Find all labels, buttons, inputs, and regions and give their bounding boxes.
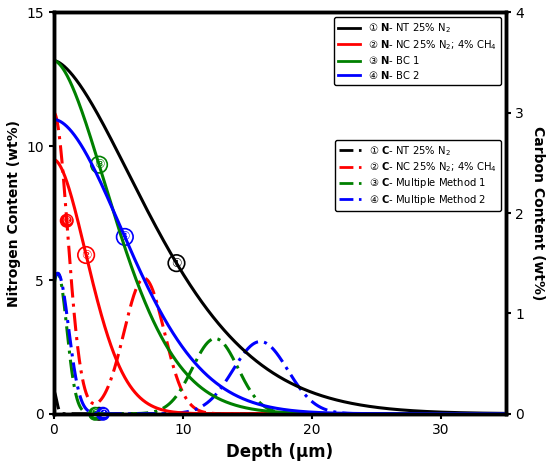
- X-axis label: Depth (μm): Depth (μm): [226, 443, 333, 461]
- Text: ③: ③: [90, 409, 100, 419]
- Text: ②: ②: [81, 249, 92, 262]
- Text: ②: ②: [62, 216, 72, 226]
- Legend: ① $\mathbf{C}$- NT 25% N$_2$, ② $\mathbf{C}$- NC 25% N$_2$; 4% CH$_4$, ③ $\mathb: ① $\mathbf{C}$- NT 25% N$_2$, ② $\mathbf…: [335, 140, 501, 211]
- Text: ④: ④: [98, 409, 108, 419]
- Text: ①: ①: [94, 409, 104, 419]
- Text: ④: ④: [120, 230, 130, 243]
- Text: ③: ③: [94, 158, 104, 171]
- Y-axis label: Nitrogen Content (wt%): Nitrogen Content (wt%): [7, 120, 21, 307]
- Text: ①: ①: [171, 256, 182, 270]
- Y-axis label: Carbon Content (wt%): Carbon Content (wt%): [531, 126, 545, 300]
